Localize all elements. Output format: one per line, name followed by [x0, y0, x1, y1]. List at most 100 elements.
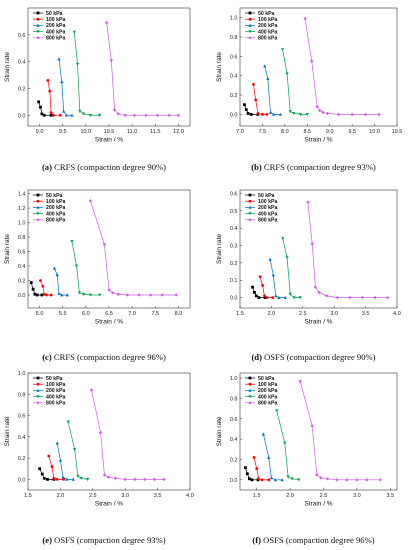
data-point [86, 477, 90, 482]
series-400-kpa [275, 409, 301, 482]
series-400-kpa [281, 48, 309, 117]
data-point [298, 379, 302, 383]
data-point [176, 113, 181, 117]
data-point [116, 292, 120, 296]
series-100-kpa [46, 79, 62, 117]
y-axis-label: Strain rate [216, 52, 223, 82]
data-point [52, 113, 55, 117]
data-point [152, 477, 157, 482]
legend-entry: 800 kPa [46, 401, 65, 407]
data-point [243, 103, 246, 107]
y-tick-label: 0.4 [18, 435, 26, 441]
data-point [277, 295, 281, 299]
data-point [40, 472, 44, 476]
y-tick-label: 1.4 [18, 192, 26, 198]
data-point [36, 401, 40, 405]
panel-caption: (f) OSFS (compaction degree 96%) [252, 535, 374, 545]
data-point [107, 288, 111, 292]
x-axis-label: Strain / % [95, 137, 123, 144]
data-point [62, 109, 66, 113]
x-tick-label: 3.5 [386, 493, 394, 499]
x-tick-label: 10.0 [80, 129, 91, 135]
x-tick-label: 1.5 [24, 493, 32, 499]
legend-entry: 200 kPa [46, 23, 65, 29]
data-point [89, 388, 94, 392]
series-800-kpa [88, 199, 178, 297]
x-tick-label: 4.0 [393, 311, 401, 317]
x-tick-label: 7.0 [128, 311, 136, 317]
data-point [81, 292, 86, 296]
data-point [265, 296, 269, 299]
data-point [310, 424, 314, 428]
chart-panel-f: 1.5 2.0 2.5 3.0 3.5 0.0 0.2 0.4 0.6 0.8 1.0 Strain … [216, 372, 398, 545]
data-point [137, 293, 141, 297]
data-point [35, 293, 39, 297]
x-tick-label: 7.5 [259, 129, 267, 135]
data-point [47, 454, 51, 458]
caption-letter: (a) [42, 162, 54, 172]
data-point [45, 293, 48, 297]
data-point [33, 292, 37, 296]
x-tick-label: 9.5 [348, 129, 356, 135]
caption-letter: (b) [251, 162, 264, 172]
legend-entry: 400 kPa [258, 29, 277, 35]
data-point [132, 113, 137, 117]
data-point [75, 264, 79, 268]
data-point [335, 478, 339, 482]
data-point [373, 295, 377, 300]
data-point [167, 113, 171, 117]
data-point [36, 17, 40, 21]
data-point [57, 291, 61, 295]
caption-text: OSFS (compaction degree 93%) [54, 535, 166, 545]
data-point [155, 113, 160, 117]
y-axis-label: Strain rate [4, 416, 11, 446]
series-200-kpa [57, 57, 74, 117]
data-point [280, 478, 284, 482]
legend-entry: 50 kPa [46, 193, 63, 199]
data-point [315, 473, 319, 477]
data-point [162, 477, 166, 482]
data-point [360, 295, 365, 300]
x-tick-label: 2.0 [57, 493, 65, 499]
data-point [52, 476, 56, 480]
data-point [123, 113, 127, 117]
data-point [36, 199, 40, 203]
y-tick-label: 0.8 [230, 35, 238, 41]
x-tick-label: 8.0 [175, 311, 183, 317]
data-point [345, 478, 349, 482]
x-axis-label: Strain / % [304, 137, 332, 144]
data-point [350, 112, 354, 117]
legend-entry: 200 kPa [46, 388, 65, 394]
data-point [75, 62, 80, 67]
x-tick-label: 9.5 [59, 129, 67, 135]
data-point [261, 432, 265, 436]
data-point [260, 478, 264, 482]
data-point [348, 295, 352, 300]
legend-entry: 100 kPa [258, 199, 277, 205]
series-400-kpa [66, 420, 90, 482]
series-200-kpa [55, 441, 75, 481]
data-point [267, 455, 271, 459]
data-point [38, 467, 42, 471]
data-point [55, 441, 59, 445]
x-tick-label: 12.0 [173, 129, 184, 135]
data-point [248, 199, 252, 203]
legend-entry: 200 kPa [46, 205, 65, 211]
data-point [292, 112, 296, 116]
data-point [109, 58, 114, 62]
y-tick-label: 0.0 [18, 113, 26, 119]
legend-entry: 50 kPa [46, 376, 63, 382]
data-point [42, 476, 46, 480]
data-point [268, 110, 273, 114]
legend-entry: 50 kPa [258, 11, 275, 17]
legend-entry: 100 kPa [46, 382, 65, 388]
data-point [36, 212, 40, 216]
x-tick-label: 1.5 [253, 493, 261, 499]
data-point [98, 430, 103, 435]
data-point [36, 395, 40, 399]
data-point [77, 291, 81, 295]
series-800-kpa [306, 200, 390, 300]
data-point [248, 382, 252, 386]
y-tick-label: 0.6 [18, 33, 26, 39]
data-point [36, 30, 40, 34]
